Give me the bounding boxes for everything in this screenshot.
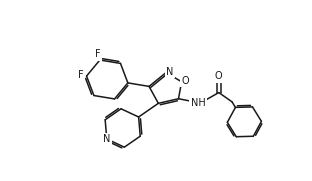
Text: N: N <box>103 134 110 144</box>
Text: F: F <box>95 49 100 59</box>
Text: O: O <box>215 71 223 81</box>
Text: O: O <box>182 76 189 86</box>
Text: NH: NH <box>191 98 205 108</box>
Text: N: N <box>166 67 174 77</box>
Text: F: F <box>78 70 83 80</box>
